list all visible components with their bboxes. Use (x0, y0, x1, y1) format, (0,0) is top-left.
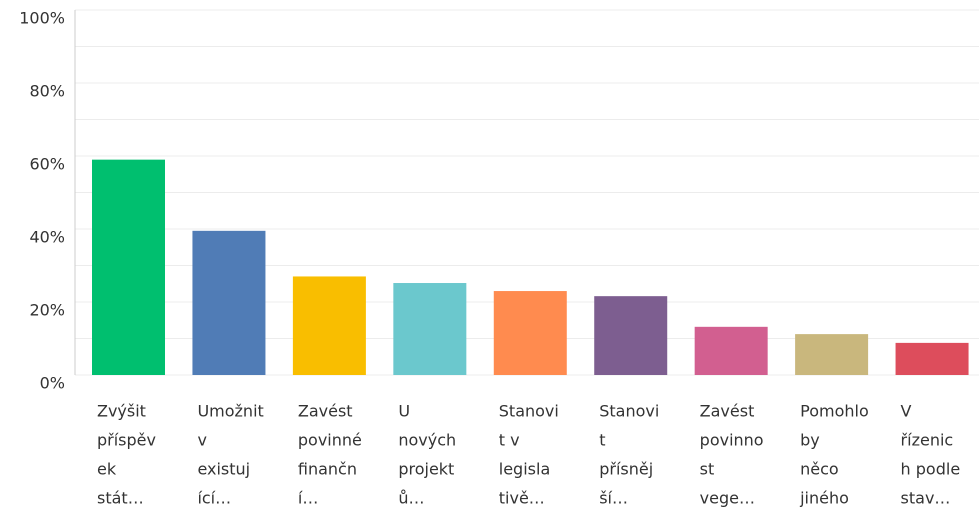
x-tick-label: í… (298, 489, 318, 508)
x-tick-label: h podle (901, 460, 961, 479)
x-tick-label: vege… (700, 489, 755, 508)
bar (895, 342, 969, 375)
x-tick-label: nových (398, 431, 456, 450)
x-tick-label: ší… (599, 489, 628, 508)
x-tick-label: stát… (97, 489, 144, 508)
x-tick-label: stav… (901, 489, 951, 508)
y-tick-label: 80% (29, 82, 65, 101)
y-tick-label: 100% (19, 9, 65, 28)
x-tick-label: Stanovi (499, 402, 559, 421)
x-tick-label: projekt (398, 460, 454, 479)
x-tick-label: st (700, 460, 715, 479)
bar (292, 276, 366, 375)
x-tick-label: V (901, 402, 912, 421)
bar (92, 159, 165, 375)
x-tick-label: by (800, 431, 820, 450)
x-tick-label: příspěv (97, 431, 156, 450)
x-tick-label: Zavést (700, 402, 755, 421)
y-tick-label: 40% (29, 228, 65, 247)
x-tick-label: Pomohlo (800, 402, 869, 421)
x-tick-label: Zvýšit (97, 402, 146, 421)
x-tick-label: finančn (298, 460, 357, 479)
x-tick-label: povinné (298, 431, 362, 450)
x-tick-label: povinno (700, 431, 764, 450)
bar (493, 291, 567, 375)
y-tick-label: 20% (29, 301, 65, 320)
x-tick-label: v (197, 431, 206, 450)
x-tick-label: přísněj (599, 460, 653, 479)
x-tick-label: tivě… (499, 489, 545, 508)
bar (594, 296, 668, 375)
x-tick-label: t v (499, 431, 520, 450)
x-tick-label: řízenic (901, 431, 954, 450)
bar (393, 283, 467, 375)
x-tick-label: ů… (398, 489, 424, 508)
x-tick-label: ící… (197, 489, 231, 508)
x-tick-label: jiného (799, 489, 849, 508)
x-tick-label: Zavést (298, 402, 353, 421)
x-tick-label: ek (97, 460, 117, 479)
x-tick-label: něco (800, 460, 839, 479)
bar (795, 334, 869, 375)
bar (694, 326, 768, 375)
x-tick-label: U (398, 402, 410, 421)
x-tick-label: t (599, 431, 605, 450)
x-tick-label: Stanovi (599, 402, 659, 421)
y-tick-label: 0% (40, 374, 65, 393)
y-tick-label: 60% (29, 155, 65, 174)
bar (192, 230, 266, 375)
x-tick-label: legisla (499, 460, 550, 479)
x-tick-label: Umožnit (197, 402, 263, 421)
x-tick-label: existuj (197, 460, 250, 479)
